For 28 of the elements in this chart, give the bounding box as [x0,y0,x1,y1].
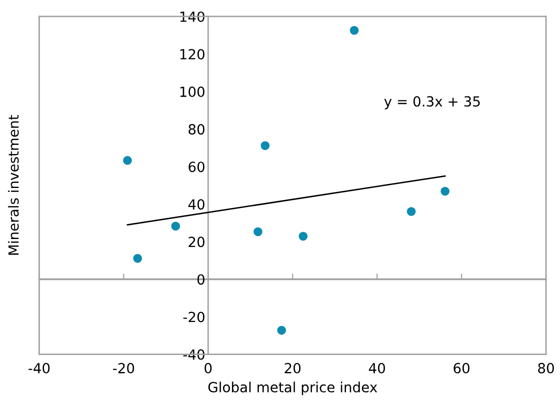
point [133,254,142,263]
point [254,227,262,236]
x-tick-label: 80 [538,362,554,374]
x-axis-title: Global metal price index [208,382,378,396]
y-tick-label: 120 [180,48,204,60]
point [171,222,180,231]
y-tick-label: 100 [180,86,204,98]
x-tick-label: 60 [454,362,470,374]
x-tick-label: 20 [284,362,301,374]
x-tick-label: -40 [28,362,50,374]
point [277,326,286,335]
point [123,156,132,165]
y-axis-title: Minerals investment [8,115,19,255]
x-tick-label: 0 [204,362,212,374]
x-tick-label: 40 [368,362,385,374]
y-tick-label: -20 [183,312,204,322]
point [406,207,416,216]
x-tick-label: -20 [113,362,134,374]
point [298,232,308,241]
point [260,141,270,150]
point [350,26,359,35]
y-tick-label: 60 [188,162,204,172]
y-tick-label: 80 [188,124,204,135]
y-tick-label: 20 [188,236,204,248]
y-tick-label: 40 [188,199,204,210]
point [440,186,450,196]
annotation: y = 0.3x + 35 [384,96,480,110]
y-tick-label: 0 [197,274,204,285]
